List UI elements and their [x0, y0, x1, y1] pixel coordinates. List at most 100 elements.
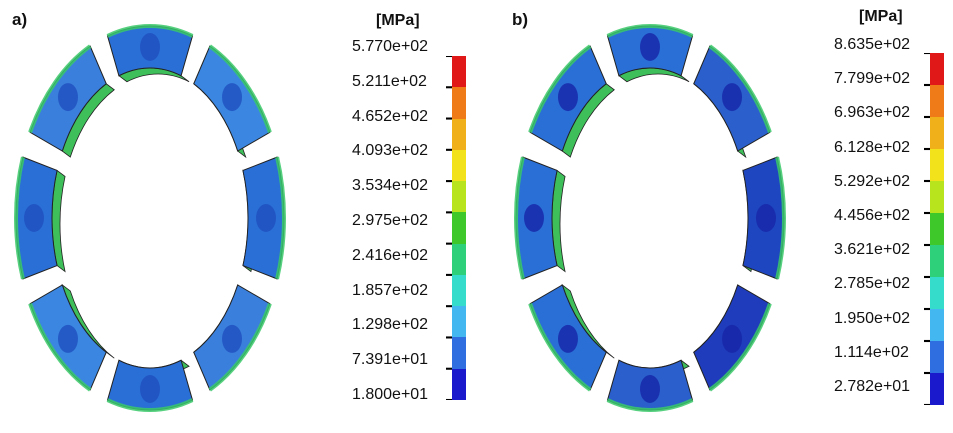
contour-edge	[106, 398, 194, 412]
colorbar-segment	[930, 277, 944, 309]
contour-region	[557, 83, 578, 112]
legend-values-b: 8.635e+02 7.799e+02 6.963e+02 6.128e+02 …	[834, 34, 910, 410]
legend-value: 5.292e+02	[834, 172, 911, 190]
legend-value: 1.857e+02	[352, 281, 429, 299]
contour-edge	[28, 303, 92, 392]
contour-edge	[528, 44, 592, 133]
legend-value: 1.950e+02	[834, 309, 911, 327]
colorbar-segment	[452, 306, 466, 338]
legend-value: 2.782e+01	[834, 377, 911, 395]
colorbar-segment	[452, 56, 466, 88]
contour-edge	[106, 24, 194, 38]
legend-value: 3.534e+02	[352, 177, 429, 195]
legend-value: 1.298e+02	[352, 316, 429, 334]
colorbar-segment	[452, 274, 466, 307]
contour-region	[222, 324, 243, 353]
ring-segment	[14, 156, 66, 280]
contour-region	[640, 375, 660, 403]
legend-value: 2.975e+02	[352, 211, 429, 229]
contour-edge	[28, 44, 92, 133]
colorbar-segment	[930, 149, 944, 181]
ring-segment	[242, 156, 286, 280]
legend-value: 4.093e+02	[352, 142, 429, 160]
ring-segment	[693, 284, 772, 392]
panel-b: b) [MPa] 8.635e+02 7.799e+02 6.963e+02 6…	[476, 0, 953, 433]
ring-segment	[106, 24, 194, 83]
contour-region	[524, 204, 544, 232]
contour-edge	[208, 44, 272, 133]
legend-ticks-a	[446, 56, 452, 400]
legend-value: 1.800e+01	[352, 385, 429, 403]
colorbar-a	[452, 56, 466, 400]
colorbar-segment	[930, 309, 944, 341]
colorbar-segment	[930, 373, 944, 405]
contour-region	[57, 324, 78, 353]
colorbar-segment	[452, 243, 466, 275]
contour-region	[722, 83, 743, 112]
legend-value: 4.652e+02	[352, 107, 429, 125]
colorbar-segment	[452, 212, 466, 244]
contour-edge	[514, 156, 525, 280]
contour-region	[24, 204, 44, 232]
contour-edge	[208, 303, 272, 392]
legend-value: 6.963e+02	[834, 104, 911, 122]
legend-value: 2.416e+02	[352, 246, 429, 264]
contour-edge	[528, 303, 592, 392]
legend-value: 6.128e+02	[834, 138, 911, 156]
colorbar-segment	[452, 149, 466, 182]
ring-segment	[606, 359, 694, 412]
colorbar-segment	[452, 87, 466, 119]
colorbar-segment	[452, 368, 466, 400]
colorbar-segment	[452, 118, 466, 150]
contour-edge	[606, 24, 694, 38]
colorbar-segment	[930, 53, 944, 85]
ring-segment	[742, 156, 786, 280]
legend-value: 3.621e+02	[834, 241, 911, 259]
legend-ticks-b	[924, 53, 930, 405]
contour-region	[57, 83, 78, 112]
legend-value: 8.635e+02	[834, 36, 911, 53]
contour-region	[222, 83, 243, 112]
contour-region	[557, 324, 578, 353]
colorbar-segment	[930, 245, 944, 277]
contour-edge	[775, 156, 786, 280]
ring-segment	[28, 283, 115, 392]
colorbar-segment	[930, 341, 944, 373]
legend-values-a: 5.770e+02 5.211e+02 4.652e+02 4.093e+02 …	[352, 36, 428, 419]
colorbar-segment	[930, 85, 944, 117]
legend-unit-b: [MPa]	[859, 8, 903, 25]
legend-value: 7.799e+02	[834, 70, 911, 88]
contour-region	[140, 375, 160, 403]
ring-segment	[606, 24, 694, 83]
colorbar-segment	[930, 117, 944, 149]
legend-value: 2.785e+02	[834, 275, 911, 293]
colorbar-segment	[930, 181, 944, 213]
contour-edge	[606, 398, 694, 412]
ring-segment	[193, 284, 272, 392]
contour-region	[640, 33, 660, 61]
contour-edge	[275, 156, 286, 280]
ring-segment	[528, 44, 615, 158]
colorbar-segment	[452, 337, 466, 369]
ring-segment	[28, 44, 115, 158]
contour-region	[722, 324, 743, 353]
legend-value: 7.391e+01	[352, 351, 429, 369]
contour-region	[756, 204, 776, 232]
ring-segment	[193, 44, 272, 159]
ring-segment	[514, 156, 566, 280]
legend-value: 4.456e+02	[834, 206, 911, 224]
contour-region	[256, 204, 276, 232]
colorbar-segment	[930, 213, 944, 245]
contour-edge	[708, 303, 772, 392]
stress-contour-ring-b	[514, 24, 786, 412]
panel-b-label: b)	[512, 10, 529, 29]
panel-a: a) [MPa] 5.770e+02 5.211e+02 4.652e+02 4…	[0, 0, 476, 433]
ring-segment	[106, 359, 194, 412]
legend-value: 1.114e+02	[834, 343, 909, 361]
ring-segment	[693, 44, 772, 159]
ring-segment	[528, 283, 615, 392]
legend-value: 5.211e+02	[352, 72, 427, 90]
panel-a-label: a)	[12, 10, 28, 29]
colorbar-segment	[452, 181, 466, 213]
colorbar-b	[930, 53, 944, 405]
